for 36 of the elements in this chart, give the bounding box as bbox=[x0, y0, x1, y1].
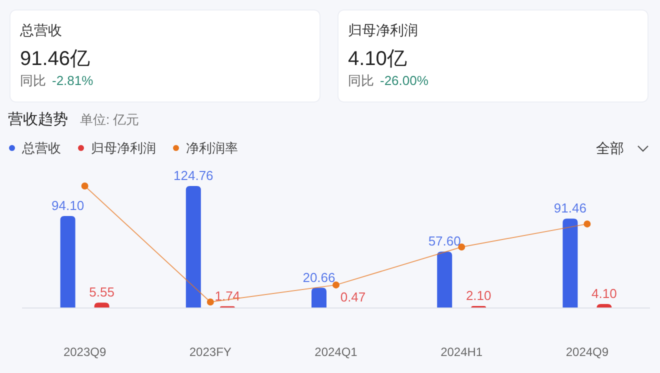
point bbox=[584, 220, 591, 228]
text: 总营收 bbox=[19, 22, 62, 38]
text: 归母净利润 bbox=[348, 22, 418, 38]
x-tick-label: 2023Q9 bbox=[63, 345, 106, 359]
legend-label: 归母净利润 bbox=[91, 140, 156, 156]
text: 同比 -26.00% bbox=[348, 73, 429, 88]
x-tick-label: 2023FY bbox=[189, 345, 232, 359]
point bbox=[206, 298, 214, 306]
chart-title: 营收趋势 bbox=[8, 111, 68, 128]
data-label: 5.55 bbox=[89, 284, 114, 300]
data-label: 20.66 bbox=[302, 270, 336, 285]
bar bbox=[186, 186, 201, 308]
data-label: 57.60 bbox=[428, 234, 461, 249]
bar bbox=[562, 218, 578, 308]
data-label: 91.46 bbox=[554, 200, 586, 216]
data-label: 2.10 bbox=[466, 288, 492, 303]
text: 全部 bbox=[596, 140, 624, 156]
point bbox=[81, 182, 88, 190]
legend-label: 总营收 bbox=[21, 140, 61, 156]
point bbox=[332, 281, 340, 288]
data-label: 1.74 bbox=[214, 288, 240, 304]
text: 91.46亿 bbox=[20, 48, 90, 70]
bar bbox=[60, 216, 76, 308]
data-label: 4.10 bbox=[592, 286, 617, 301]
x-tick-label: 2024Q1 bbox=[314, 345, 358, 359]
x-tick-label: 2024H1 bbox=[440, 345, 483, 359]
legend-label: 净利润率 bbox=[186, 140, 238, 156]
data-label: 124.76 bbox=[174, 168, 214, 183]
data-label: 94.10 bbox=[52, 198, 84, 213]
text: 同比 -2.81% bbox=[20, 73, 94, 88]
text: 4.10亿 bbox=[348, 48, 407, 70]
bar bbox=[312, 288, 326, 308]
chart-subtitle: 单位: 亿元 bbox=[80, 112, 140, 127]
data-label: 0.47 bbox=[340, 290, 366, 305]
bar bbox=[437, 252, 452, 308]
x-tick-label: 2024Q9 bbox=[566, 345, 609, 359]
